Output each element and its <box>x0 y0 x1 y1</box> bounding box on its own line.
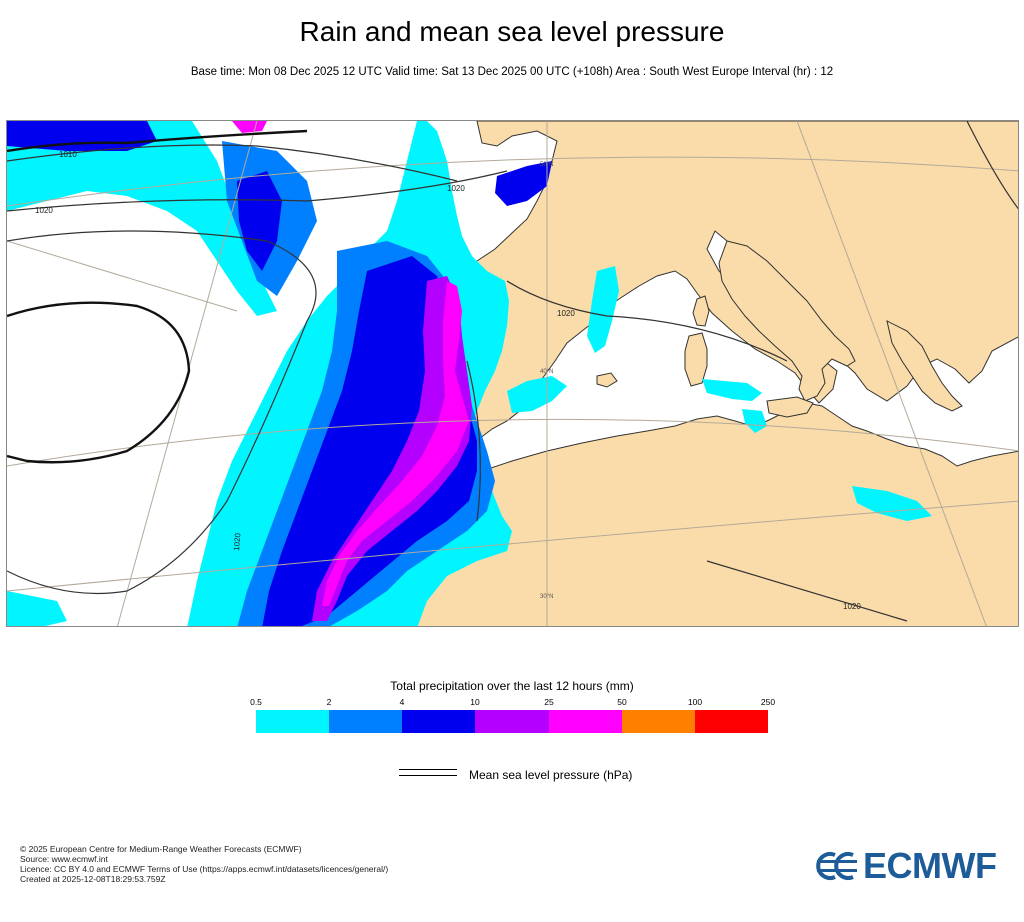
isobar-label-group: 1010 1020 1020 1020 1020 1020 <box>35 150 861 611</box>
pressure-legend-label: Mean sea level pressure (hPa) <box>469 768 633 782</box>
land-greece <box>886 320 963 412</box>
footer-copyright: © 2025 European Centre for Medium-Range … <box>20 844 302 854</box>
map-svg: 1010 1020 1020 1020 1020 1020 40°N 30°N … <box>7 121 1018 626</box>
ecmwf-logo-text: ECMWF <box>863 845 997 886</box>
land-sardinia <box>684 332 708 387</box>
legend-tick: 250 <box>760 697 776 707</box>
footer-credits: © 2025 European Centre for Medium-Range … <box>20 844 388 884</box>
precip-cell-biscay <box>495 161 552 206</box>
legend-color-swatch <box>475 710 549 733</box>
chart-subtitle: Base time: Mon 08 Dec 2025 12 UTC Valid … <box>190 66 834 78</box>
land-balearic <box>596 372 618 388</box>
precip-extreme <box>232 121 469 606</box>
footer-source: Source: www.ecmwf.int <box>20 854 108 864</box>
graticule-label: 40°N <box>540 369 553 375</box>
precip-cell-corsica <box>587 266 619 353</box>
legend-tick: 0.5 <box>250 697 262 707</box>
ecmwf-logo: ECMWF <box>813 845 1009 886</box>
legend-color-swatch <box>329 710 403 733</box>
precipitation-map: 1010 1020 1020 1020 1020 1020 40°N 30°N … <box>6 120 1019 627</box>
footer-created: Created at 2025-12-08T18:29:53.759Z <box>20 874 166 884</box>
isobars <box>7 121 1018 622</box>
precip-cell-west <box>7 591 67 626</box>
pressure-line-sample <box>399 769 457 776</box>
graticule-label: 30°N <box>540 594 553 600</box>
ecmwf-logo-icon <box>816 852 857 880</box>
precip-cell-med <box>507 376 767 433</box>
footer-licence: Licence: CC BY 4.0 and ECMWF Terms of Us… <box>20 864 389 874</box>
precip-light-north <box>7 121 277 316</box>
isobar-label: 1020 <box>232 532 243 551</box>
precipitation-shading <box>7 121 932 626</box>
legend-color-scale <box>256 710 768 733</box>
land-sicily <box>766 396 814 418</box>
legend-tick: 10 <box>470 697 480 707</box>
legend-ticks: 0.5 2 4 10 25 50 100 250 <box>250 697 775 709</box>
land-areas <box>388 121 1018 626</box>
legend-color-swatch <box>256 710 330 733</box>
precip-heavy <box>7 121 477 626</box>
isobar-label: 1020 <box>447 184 465 193</box>
legend-color-swatch <box>402 710 476 733</box>
isobars-bold <box>7 129 308 464</box>
precip-cell-tyrrhenian <box>702 379 762 401</box>
legend-tick: 100 <box>687 697 703 707</box>
legend-title: Total precipitation over the last 12 hou… <box>390 679 634 693</box>
graticule-label: 50°N <box>540 162 553 168</box>
isobar-label: 1020 <box>35 206 53 215</box>
legend-color-swatch <box>621 710 695 733</box>
legend-color-swatch <box>694 710 768 733</box>
chart-title: Rain and mean sea level pressure <box>299 16 725 47</box>
precip-cell-ionian <box>852 486 932 521</box>
isobar-label: 1020 <box>843 602 861 611</box>
legend-tick: 25 <box>544 697 554 707</box>
pressure-legend: Mean sea level pressure (hPa) <box>399 768 699 782</box>
graticule-label-group: 40°N 30°N 50°N <box>540 162 553 600</box>
land-italy <box>718 240 856 402</box>
legend-tick: 2 <box>326 697 332 707</box>
isobar-label: 1010 <box>59 150 77 159</box>
precip-very-heavy <box>312 276 472 621</box>
isobar-label: 1020 <box>557 309 575 318</box>
land-corsica <box>692 295 710 327</box>
legend-tick: 50 <box>617 697 627 707</box>
legend-color-swatch <box>548 710 622 733</box>
legend-tick: 4 <box>399 697 405 707</box>
